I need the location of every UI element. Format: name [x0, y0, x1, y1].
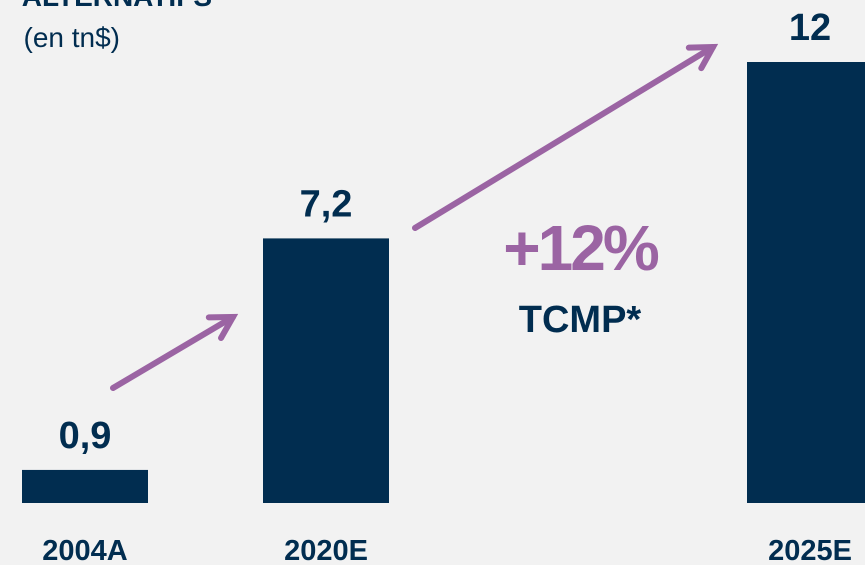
chart-title: ALTERNATIFS: [22, 0, 212, 12]
value-label: 7,2: [300, 183, 353, 225]
bar: [22, 469, 148, 503]
arrow: [110, 313, 239, 391]
chart-subtitle: (en tn$): [24, 22, 121, 53]
arrow: [412, 43, 719, 231]
value-label: 12: [789, 7, 831, 49]
x-tick-label: 2020E: [284, 535, 368, 565]
x-tick-label: 2004A: [42, 535, 128, 565]
value-label: 0,9: [59, 415, 112, 457]
bar: [747, 62, 865, 503]
x-tick-label: 2025E: [768, 535, 852, 565]
bar: [263, 238, 389, 503]
growth-annotation: +12%: [503, 212, 659, 284]
cagr-annotation: TCMP*: [519, 299, 642, 341]
